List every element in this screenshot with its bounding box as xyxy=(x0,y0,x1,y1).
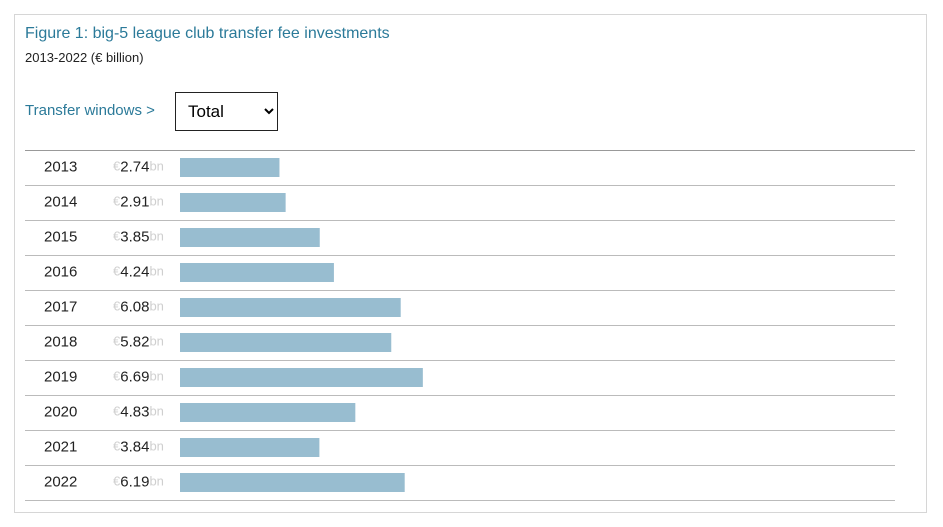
value-prefix: € xyxy=(113,439,121,454)
bar xyxy=(180,228,320,247)
value-number: 4.24 xyxy=(120,263,149,280)
bar xyxy=(180,263,334,282)
category-label: 2022 xyxy=(44,473,77,490)
filter-select[interactable]: Total xyxy=(175,92,278,131)
value-number: 2.91 xyxy=(120,193,149,210)
value-suffix: bn xyxy=(149,439,163,454)
value-suffix: bn xyxy=(149,194,163,209)
value-prefix: € xyxy=(113,194,121,209)
value-suffix: bn xyxy=(149,264,163,279)
bar xyxy=(180,403,356,422)
category-label: 2015 xyxy=(44,228,77,245)
value-number: 5.82 xyxy=(120,333,149,350)
value-label: €6.69bn xyxy=(113,368,164,385)
value-label: €6.08bn xyxy=(113,298,164,315)
category-label: 2021 xyxy=(44,438,77,455)
value-number: 4.83 xyxy=(120,403,149,420)
category-label: 2017 xyxy=(44,298,77,315)
value-suffix: bn xyxy=(149,474,163,489)
value-label: €3.84bn xyxy=(113,438,164,455)
value-suffix: bn xyxy=(149,334,163,349)
category-label: 2018 xyxy=(44,333,77,350)
value-label: €5.82bn xyxy=(113,333,164,350)
value-label: €6.19bn xyxy=(113,473,164,490)
value-suffix: bn xyxy=(149,404,163,419)
category-label: 2014 xyxy=(44,193,77,210)
category-label: 2013 xyxy=(44,158,77,175)
bar xyxy=(180,298,401,317)
value-prefix: € xyxy=(113,404,121,419)
category-label: 2019 xyxy=(44,368,77,385)
value-number: 6.19 xyxy=(120,473,149,490)
value-number: 6.69 xyxy=(120,368,149,385)
category-label: 2016 xyxy=(44,263,77,280)
filter-label: Transfer windows > xyxy=(25,102,155,119)
value-label: €3.85bn xyxy=(113,228,164,245)
frame xyxy=(14,14,927,513)
value-label: €2.91bn xyxy=(113,193,164,210)
value-suffix: bn xyxy=(149,299,163,314)
value-label: €4.24bn xyxy=(113,263,164,280)
value-prefix: € xyxy=(113,159,121,174)
chart-subtitle: 2013-2022 (€ billion) xyxy=(25,50,144,65)
value-suffix: bn xyxy=(149,369,163,384)
value-prefix: € xyxy=(113,334,121,349)
value-number: 3.85 xyxy=(120,228,149,245)
value-prefix: € xyxy=(113,264,121,279)
value-prefix: € xyxy=(113,369,121,384)
bar xyxy=(180,368,423,387)
bar xyxy=(180,473,405,492)
value-prefix: € xyxy=(113,299,121,314)
value-label: €4.83bn xyxy=(113,403,164,420)
value-prefix: € xyxy=(113,229,121,244)
category-label: 2020 xyxy=(44,403,77,420)
value-suffix: bn xyxy=(149,229,163,244)
bar xyxy=(180,438,320,457)
bar xyxy=(180,333,392,352)
bar xyxy=(180,158,280,177)
value-number: 6.08 xyxy=(120,298,149,315)
bar xyxy=(180,193,286,212)
value-number: 3.84 xyxy=(120,438,149,455)
chart-title: Figure 1: big-5 league club transfer fee… xyxy=(25,25,390,42)
value-suffix: bn xyxy=(149,159,163,174)
value-prefix: € xyxy=(113,474,121,489)
value-label: €2.74bn xyxy=(113,158,164,175)
value-number: 2.74 xyxy=(120,158,149,175)
